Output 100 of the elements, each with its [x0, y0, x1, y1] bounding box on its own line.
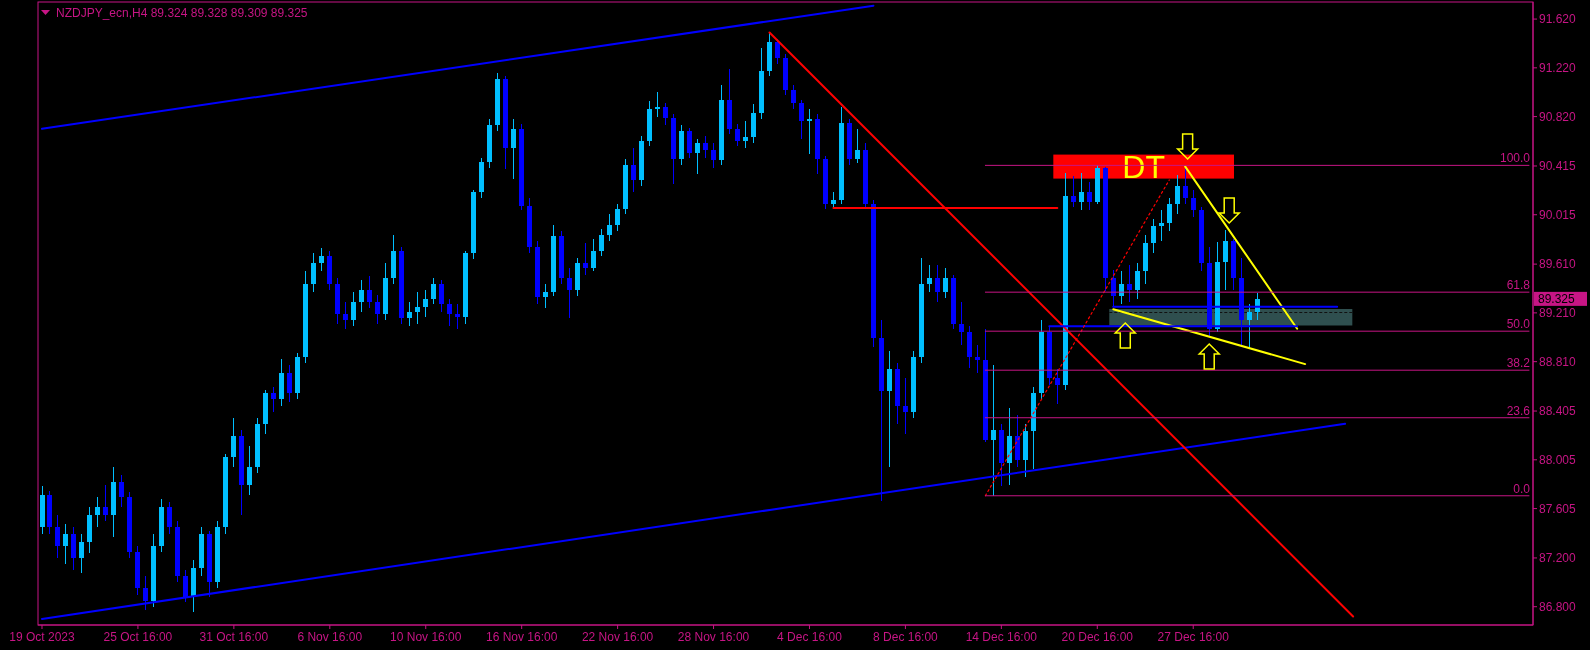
candlestick [247, 445, 252, 496]
candlestick [1191, 189, 1196, 218]
candlestick [55, 514, 60, 559]
candlestick [1087, 181, 1092, 211]
text: 89.325 [1538, 292, 1576, 307]
x-tick-label: 19 Oct 2023 [9, 630, 76, 644]
series-label: 61.8 [1506, 278, 1531, 293]
candlestick [903, 377, 908, 435]
candlestick [1127, 264, 1132, 303]
candlestick [183, 569, 188, 603]
y-tick-label: 90.820 [1539, 109, 1577, 124]
series-label: 50.0 [1506, 317, 1531, 332]
x-tick-label: 16 Nov 16:00 [485, 630, 558, 644]
y-tick-label: 89.210 [1539, 306, 1577, 321]
candlestick [855, 128, 860, 164]
candlestick [423, 289, 428, 318]
candlestick [583, 242, 588, 276]
candlestick [959, 301, 964, 346]
x-tick-label: 20 Dec 16:00 [1061, 630, 1134, 644]
candlestick [455, 303, 460, 330]
candlestick [663, 102, 668, 126]
candlestick [1223, 229, 1228, 291]
candlestick [407, 301, 412, 327]
legend-label: 38.2 [1506, 356, 1531, 371]
y-tick-label: 89.610 [1539, 257, 1577, 272]
candlestick [1167, 197, 1172, 232]
y-tick-label: 87.605 [1539, 501, 1577, 516]
x-tick-label: 4 Dec 16:00 [777, 630, 843, 644]
y-tick-label: 88.405 [1539, 404, 1577, 419]
candlestick [599, 228, 604, 257]
candlestick [743, 120, 748, 149]
candlestick [1055, 368, 1060, 405]
candlestick [799, 99, 804, 140]
x-tick-label: 22 Nov 16:00 [581, 630, 654, 644]
candlestick [287, 364, 292, 403]
candlestick [1135, 262, 1140, 300]
candlestick [791, 84, 796, 110]
candlestick [687, 127, 692, 159]
candlestick [1183, 167, 1188, 205]
candlestick [591, 238, 596, 272]
candlestick [1151, 218, 1156, 254]
candlestick [311, 252, 316, 293]
x-tick-label: 28 Nov 16:00 [677, 630, 750, 644]
candlestick [143, 575, 148, 611]
chart-title: NZDJPY_ecn,H4 89.324 89.328 89.309 89.325 [56, 6, 308, 20]
candlestick [935, 264, 940, 303]
candlestick [1175, 174, 1180, 215]
candlestick [703, 135, 708, 159]
x-tick-label: 25 Oct 16:00 [103, 630, 173, 644]
candlestick [359, 279, 364, 313]
candlestick [1247, 303, 1252, 350]
candlestick [119, 474, 124, 508]
candlestick [351, 291, 356, 327]
x-tick-label: 27 Dec 16:00 [1157, 630, 1230, 644]
x-tick-label: 10 Nov 16:00 [390, 630, 462, 644]
y-tick-label: 88.810 [1539, 354, 1577, 369]
candlestick [735, 123, 740, 147]
x-tick-label: 31 Oct 16:00 [199, 630, 269, 644]
candlestick [431, 277, 436, 305]
candlestick [615, 203, 620, 232]
candlestick [415, 291, 420, 325]
x-tick-label: 8 Dec 16:00 [873, 630, 939, 644]
y-tick-label: 86.800 [1539, 599, 1577, 614]
candlestick [1079, 172, 1084, 211]
candlestick [511, 118, 516, 180]
y-tick-label: 91.620 [1539, 12, 1577, 27]
candlestick [103, 484, 108, 522]
legend-label: 100.0 [1499, 151, 1531, 166]
candlestick [167, 501, 172, 535]
y-tick-label: 90.415 [1539, 159, 1577, 174]
candlestick [631, 147, 636, 193]
candlestick [447, 298, 452, 327]
candlestick [319, 247, 324, 272]
candlestick [439, 279, 444, 313]
candlestick [711, 142, 716, 169]
series-label: 0.0 [1513, 481, 1531, 496]
candlestick [991, 364, 996, 497]
y-tick-label: 87.200 [1539, 551, 1577, 566]
candlestick [231, 417, 236, 468]
candlestick [79, 533, 84, 574]
candlestick [271, 386, 276, 413]
candlestick [375, 294, 380, 325]
y-tick-label: 88.005 [1539, 453, 1577, 468]
x-tick-label: 14 Dec 16:00 [965, 630, 1038, 644]
y-tick-label: 90.015 [1539, 208, 1577, 223]
candlestick [367, 275, 372, 309]
candlestick [95, 496, 100, 528]
candlestick [1119, 270, 1124, 305]
candlestick [543, 283, 548, 309]
candlestick [943, 267, 948, 299]
candlestick [695, 138, 700, 175]
candlestick [1071, 175, 1076, 208]
candlestick [887, 350, 892, 468]
legend-label: 23.6 [1506, 403, 1531, 418]
y-tick-label: 91.220 [1539, 61, 1577, 76]
annotation: DT [1122, 149, 1165, 186]
x-tick-label: 6 Nov 16:00 [297, 630, 363, 644]
candlestick [607, 213, 612, 242]
candlestick [343, 301, 348, 330]
candlestick [63, 523, 68, 565]
